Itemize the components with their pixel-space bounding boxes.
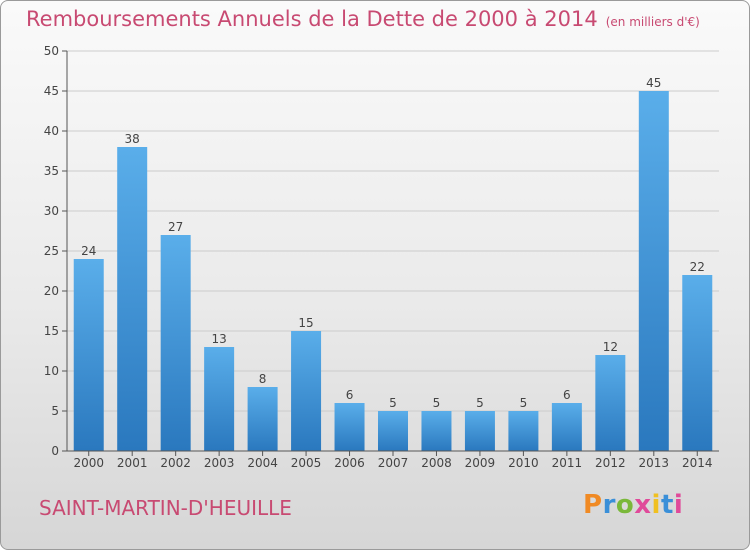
data-label: 24 (81, 244, 96, 258)
bar-2011 (551, 403, 582, 451)
y-tick-label: 15 (44, 324, 59, 338)
bar-2001 (117, 147, 148, 451)
x-tick-label: 2012 (595, 456, 626, 470)
y-tick-label: 40 (44, 124, 59, 138)
x-tick-label: 2007 (378, 456, 409, 470)
proxiti-logo[interactable]: Proxiti (583, 490, 683, 520)
x-tick-label: 2001 (117, 456, 148, 470)
data-label: 15 (298, 316, 313, 330)
chart-title-text: Remboursements Annuels de la Dette de 20… (26, 7, 598, 31)
x-tick-label: 2006 (334, 456, 365, 470)
y-tick-label: 50 (44, 44, 59, 58)
y-tick-label: 25 (44, 244, 59, 258)
x-tick-label: 2004 (247, 456, 278, 470)
data-labels: 24 38 27 13 8 15 6 5 5 5 5 6 12 45 22 (81, 76, 705, 410)
x-tick-label: 2010 (508, 456, 539, 470)
logo-letter: o (615, 490, 635, 520)
data-label: 5 (389, 396, 397, 410)
bar-2010 (508, 411, 539, 451)
bar-2009 (464, 411, 495, 451)
bar-2013 (638, 91, 669, 451)
y-tick-label: 20 (44, 284, 59, 298)
data-label: 38 (125, 132, 140, 146)
logo-letter: r (602, 490, 616, 520)
bar-2012 (595, 355, 626, 451)
data-label: 5 (433, 396, 441, 410)
bar-2000 (73, 259, 104, 451)
x-tick-label: 2008 (421, 456, 452, 470)
logo-letter: i (651, 490, 661, 520)
bar-2003 (204, 347, 235, 451)
x-tick-label: 2000 (73, 456, 104, 470)
x-tick-label: 2014 (682, 456, 713, 470)
y-tick-label: 10 (44, 364, 59, 378)
x-tick-label: 2002 (160, 456, 191, 470)
bar-2007 (378, 411, 408, 451)
axes: 0 5 10 15 20 25 30 35 40 45 50 2000 2001 2002 2003 2004… (44, 44, 719, 470)
bar-2014 (682, 275, 713, 451)
x-tick-label: 2003 (204, 456, 235, 470)
x-tick-label: 2011 (552, 456, 583, 470)
data-label: 6 (346, 388, 354, 402)
y-tick-label: 35 (44, 164, 59, 178)
logo-letter: t (660, 490, 674, 520)
place-name: SAINT-MARTIN-D'HEUILLE (39, 496, 292, 520)
bar-2008 (421, 411, 452, 451)
bar-2004 (247, 387, 278, 451)
bar-2005 (291, 331, 322, 451)
data-label: 12 (603, 340, 618, 354)
data-label: 13 (211, 332, 226, 346)
x-tick-label: 2005 (291, 456, 322, 470)
chart-subtitle: (en milliers d'€) (605, 15, 700, 29)
x-tick-label: 2009 (465, 456, 496, 470)
bar-2006 (334, 403, 365, 451)
logo-letter: i (673, 490, 684, 520)
data-label: 8 (259, 372, 267, 386)
bar-2002 (160, 235, 191, 451)
y-tick-label: 5 (51, 404, 59, 418)
y-tick-label: 30 (44, 204, 59, 218)
logo-letter: x (634, 490, 652, 520)
data-label: 27 (168, 220, 183, 234)
chart-title: Remboursements Annuels de la Dette de 20… (26, 7, 700, 31)
y-tick-label: 0 (51, 444, 59, 458)
bars (73, 91, 713, 451)
data-label: 45 (646, 76, 661, 90)
data-label: 22 (690, 260, 705, 274)
data-label: 6 (563, 388, 571, 402)
logo-letter: P (583, 490, 603, 520)
data-label: 5 (476, 396, 484, 410)
data-label: 5 (520, 396, 528, 410)
x-tick-label: 2013 (639, 456, 670, 470)
y-tick-label: 45 (44, 84, 59, 98)
